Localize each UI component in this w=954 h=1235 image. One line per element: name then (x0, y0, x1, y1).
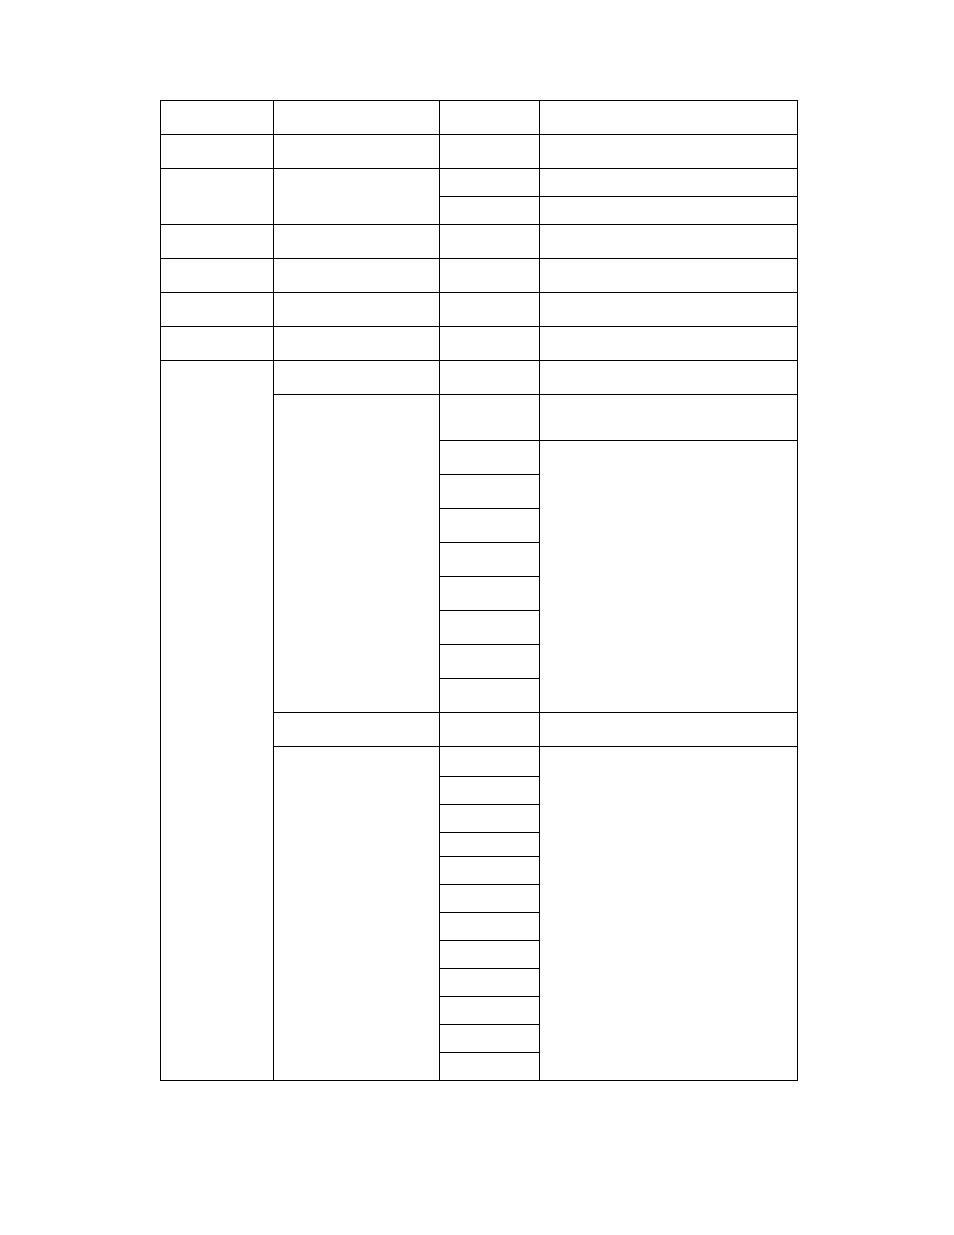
table-cell (274, 293, 440, 327)
table-cell (540, 197, 798, 225)
table-cell (540, 169, 798, 197)
table-cell (440, 713, 540, 747)
table-cell (161, 169, 274, 225)
table-cell (540, 395, 798, 441)
table-cell (274, 327, 440, 361)
table-cell (161, 225, 274, 259)
layout-table (160, 100, 798, 1081)
table-cell (440, 645, 540, 679)
table-cell (540, 361, 798, 395)
table-cell (440, 941, 540, 969)
table-cell (440, 293, 540, 327)
table-cell (440, 857, 540, 885)
table-cell (274, 259, 440, 293)
table-cell (440, 611, 540, 645)
table-cell (274, 747, 440, 1081)
table-cell (440, 913, 540, 941)
table-cell (274, 169, 440, 225)
table-cell (440, 101, 540, 135)
table-cell (540, 713, 798, 747)
table-cell (440, 805, 540, 833)
table-cell (440, 833, 540, 857)
table-cell (274, 101, 440, 135)
table-cell (440, 577, 540, 611)
table-cell (440, 361, 540, 395)
table-cell (161, 101, 274, 135)
table-cell (440, 1025, 540, 1053)
table-cell (161, 135, 274, 169)
table-cell (440, 885, 540, 913)
table-cell (274, 361, 440, 395)
table-cell (440, 197, 540, 225)
table-cell (440, 395, 540, 441)
table-cell (440, 327, 540, 361)
table-cell (161, 259, 274, 293)
table-cell (274, 713, 440, 747)
table-cell (540, 441, 798, 713)
table-cell (274, 225, 440, 259)
table-cell (440, 225, 540, 259)
table-cell (540, 747, 798, 1081)
table-cell (540, 135, 798, 169)
table-row (161, 225, 798, 259)
table-cell (440, 169, 540, 197)
table-cell (440, 997, 540, 1025)
table-cell (161, 327, 274, 361)
table-row (161, 293, 798, 327)
table-row (161, 135, 798, 169)
table-cell (161, 361, 274, 1081)
table-row (161, 259, 798, 293)
table-cell (440, 509, 540, 543)
table-cell (274, 135, 440, 169)
table-cell (440, 441, 540, 475)
table-cell (440, 543, 540, 577)
table-cell (440, 259, 540, 293)
table-row (161, 169, 798, 197)
table-cell (440, 1053, 540, 1081)
table-cell (540, 259, 798, 293)
table-cell (540, 327, 798, 361)
table-cell (440, 475, 540, 509)
table-cell (440, 969, 540, 997)
table-cell (161, 293, 274, 327)
table-row (161, 101, 798, 135)
table-cell (440, 135, 540, 169)
table-cell (440, 747, 540, 777)
table-row (161, 361, 798, 395)
table-cell (440, 679, 540, 713)
table-cell (540, 225, 798, 259)
table-row (161, 327, 798, 361)
table-cell (540, 101, 798, 135)
page (0, 0, 954, 1235)
table-cell (540, 293, 798, 327)
table-cell (274, 395, 440, 713)
table-cell (440, 777, 540, 805)
